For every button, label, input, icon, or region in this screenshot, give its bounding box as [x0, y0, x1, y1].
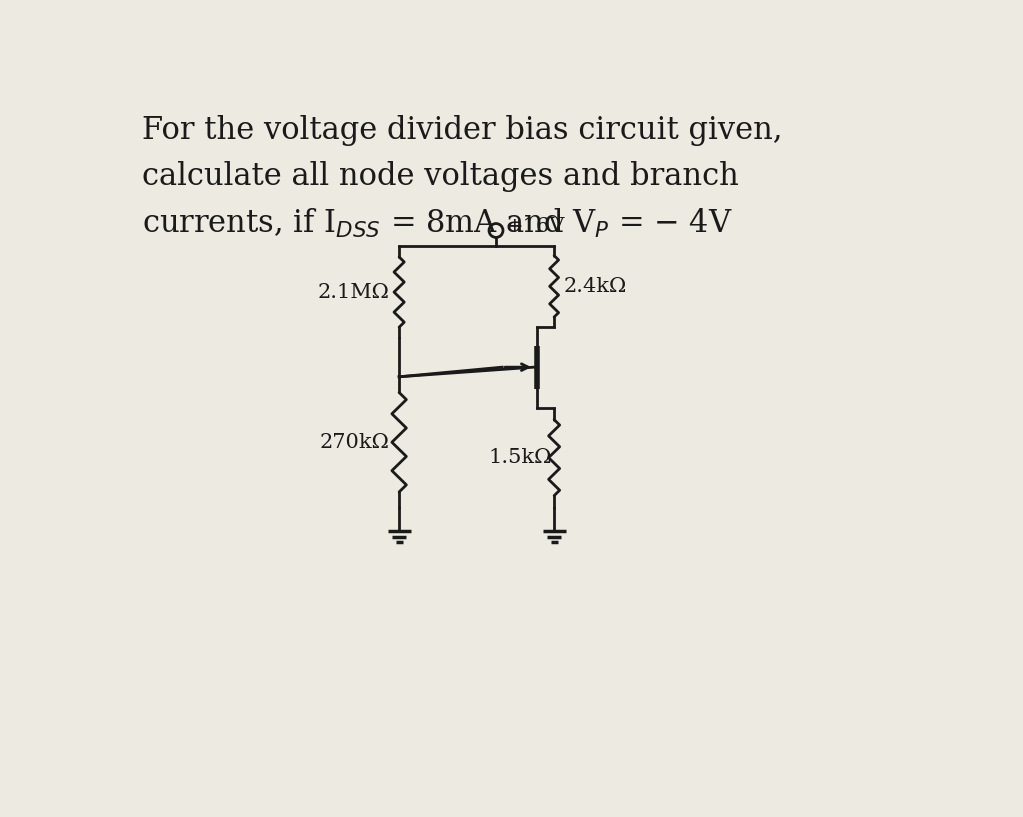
Text: currents, if $\mathregular{I}_{DSS}$ = 8mA and $\mathregular{V}_{P}$ = $-$ 4V: currents, if $\mathregular{I}_{DSS}$ = 8… [142, 208, 732, 240]
Text: For the voltage divider bias circuit given,: For the voltage divider bias circuit giv… [142, 115, 783, 146]
Text: +16V: +16V [506, 217, 566, 236]
Text: 1.5kΩ: 1.5kΩ [488, 449, 551, 467]
Text: 270kΩ: 270kΩ [320, 433, 390, 452]
Text: 2.1MΩ: 2.1MΩ [318, 283, 390, 301]
Text: 2.4kΩ: 2.4kΩ [564, 277, 627, 296]
Text: calculate all node voltages and branch: calculate all node voltages and branch [142, 161, 739, 192]
